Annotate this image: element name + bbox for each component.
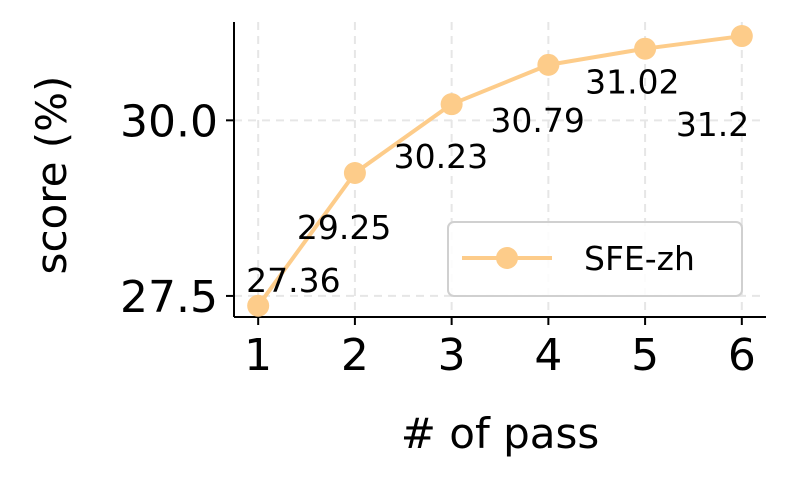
data-label: 31.2 — [676, 105, 749, 144]
data-point — [730, 25, 753, 48]
legend-label: SFE-zh — [584, 239, 695, 278]
legend-box — [447, 221, 743, 297]
y-tick-label: 30.0 — [120, 96, 218, 147]
data-point — [440, 93, 463, 116]
series-group — [247, 25, 753, 317]
data-label: 29.25 — [297, 208, 391, 247]
data-label: 31.02 — [585, 63, 679, 102]
x-tick-label: 5 — [631, 330, 659, 381]
x-tick-label: 4 — [534, 330, 562, 381]
data-point — [343, 162, 366, 185]
data-point — [537, 53, 560, 76]
x-tick-label: 3 — [438, 330, 466, 381]
y-tick-label: 27.5 — [120, 272, 218, 323]
data-point — [247, 294, 270, 317]
data-label: 27.36 — [246, 261, 340, 300]
y-ticks: 27.5 30.0 — [120, 96, 234, 323]
x-tick-label: 1 — [244, 330, 272, 381]
x-tick-label: 2 — [341, 330, 369, 381]
data-label: 30.23 — [394, 137, 488, 176]
legend: SFE-zh — [447, 221, 743, 297]
data-point — [634, 37, 657, 60]
series-line — [256, 34, 743, 307]
axes — [233, 22, 766, 318]
y-axis-title: score (%) — [27, 76, 76, 275]
legend-marker — [496, 247, 518, 269]
data-label: 30.79 — [490, 101, 584, 140]
x-tick-label: 6 — [728, 330, 756, 381]
x-ticks: 1 2 3 4 5 6 — [244, 317, 756, 381]
x-axis-title: # of pass — [401, 409, 600, 458]
